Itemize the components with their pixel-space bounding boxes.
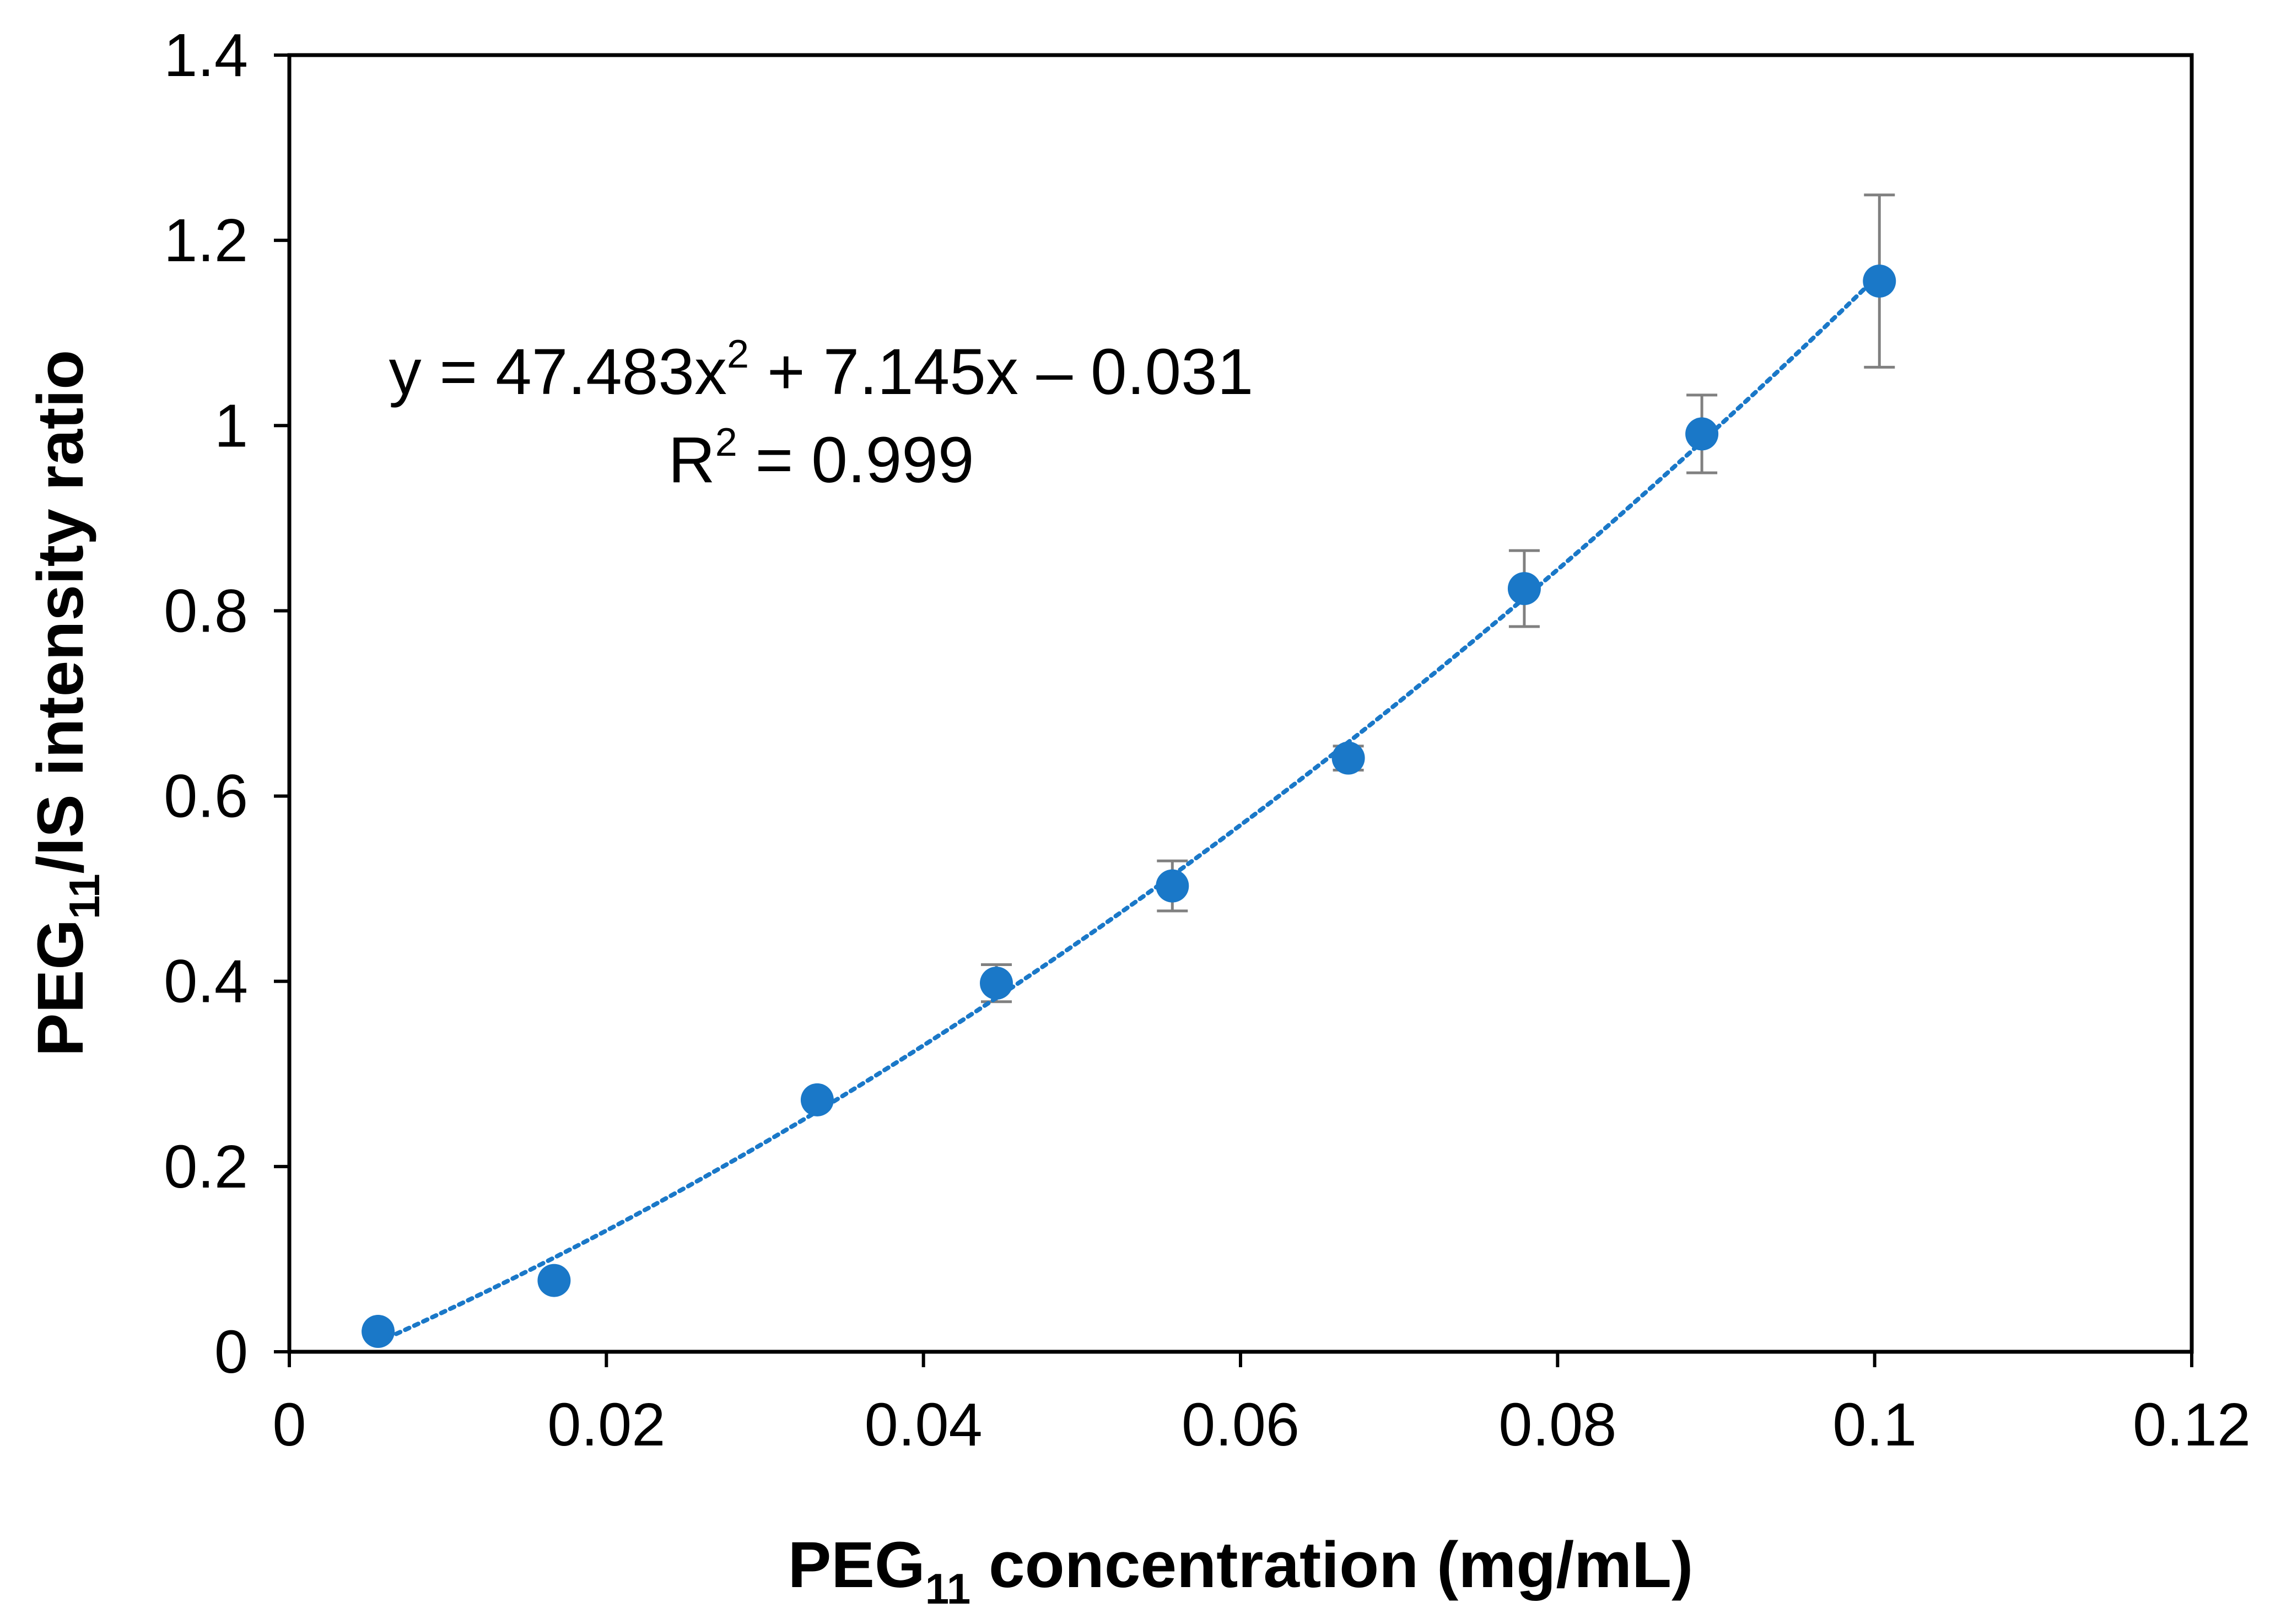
data-point bbox=[800, 1083, 834, 1116]
data-point bbox=[1331, 741, 1365, 775]
r-squared-annotation: R2 = 0.999 bbox=[668, 420, 974, 497]
data-point bbox=[1507, 572, 1541, 606]
x-tick-label: 0.06 bbox=[1182, 1391, 1299, 1459]
x-tick-label: 0.08 bbox=[1498, 1391, 1616, 1459]
x-tick-label: 0 bbox=[272, 1391, 306, 1459]
y-tick-label: 0.6 bbox=[164, 763, 248, 830]
data-point bbox=[979, 967, 1013, 1000]
errorbar-layer bbox=[980, 193, 1895, 1003]
y-axis-title: PEG11/IS intensity ratio bbox=[24, 350, 109, 1056]
equation-annotation: y = 47.483x2 + 7.145x – 0.031 bbox=[389, 332, 1254, 408]
data-point bbox=[1156, 869, 1189, 903]
y-tick-label: 1.2 bbox=[164, 207, 248, 274]
plot-area bbox=[287, 53, 2194, 1354]
data-point bbox=[362, 1315, 395, 1348]
y-tick-label: 1 bbox=[214, 392, 248, 460]
data-point bbox=[1863, 265, 1896, 298]
y-tick-label: 0.4 bbox=[164, 948, 248, 1016]
x-tick-label: 0.02 bbox=[547, 1391, 665, 1459]
trendline bbox=[376, 272, 1882, 1345]
y-tick-label: 0 bbox=[214, 1318, 248, 1386]
x-axis-title: PEG11 concentration (mg/mL) bbox=[788, 1529, 1694, 1613]
x-tick-label: 0.12 bbox=[2133, 1391, 2251, 1459]
point-layer bbox=[362, 265, 1896, 1348]
y-tick-label: 0.2 bbox=[164, 1133, 248, 1201]
y-tick-label: 0.8 bbox=[164, 577, 248, 645]
y-tick-label: 1.4 bbox=[164, 21, 248, 89]
data-point bbox=[537, 1264, 571, 1297]
trendline-layer bbox=[376, 272, 1882, 1345]
data-point bbox=[1685, 417, 1719, 451]
x-tick-label: 0.04 bbox=[865, 1391, 983, 1459]
x-tick-label: 0.1 bbox=[1832, 1391, 1917, 1459]
tick-layer: 0 0.02 0.04 0.06 0.08 0.1 0.12 0 0.2 0.4 0.6 0.8 1 1.… bbox=[164, 21, 2251, 1459]
